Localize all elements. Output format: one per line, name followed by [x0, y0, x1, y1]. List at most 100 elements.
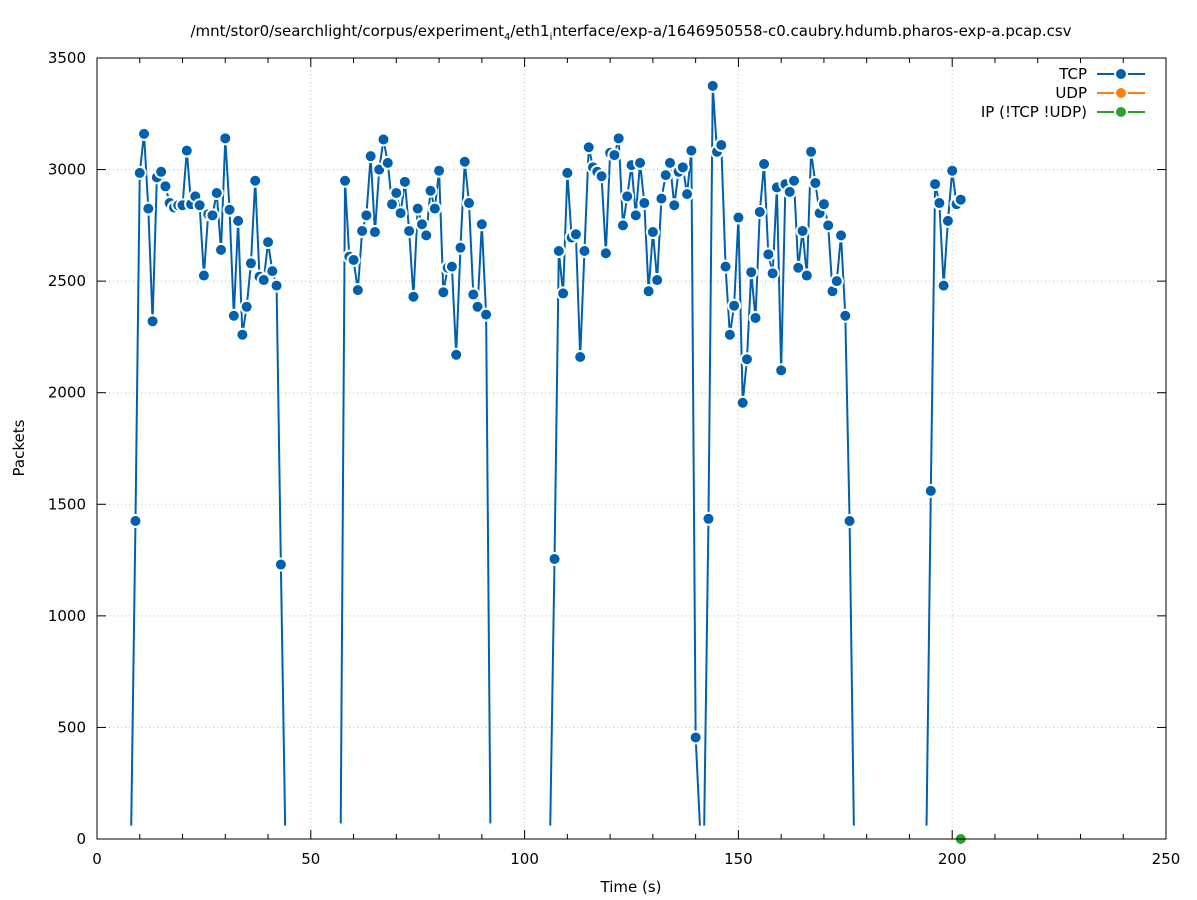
data-point	[686, 145, 697, 156]
data-point	[652, 275, 663, 286]
data-point	[575, 352, 586, 363]
plot-frame	[96, 57, 1167, 840]
data-point	[340, 175, 351, 186]
y-axis-label: Packets	[10, 419, 28, 476]
data-point	[429, 203, 440, 214]
data-point	[955, 194, 966, 205]
data-point	[382, 157, 393, 168]
data-point	[784, 186, 795, 197]
legend-marker	[1116, 88, 1126, 98]
data-point	[476, 219, 487, 230]
data-point	[412, 203, 423, 214]
x-tick-label: 0	[92, 850, 102, 868]
data-point	[245, 258, 256, 269]
data-point	[600, 248, 611, 259]
data-point	[143, 203, 154, 214]
data-point	[374, 164, 385, 175]
data-point	[647, 227, 658, 238]
data-point	[446, 261, 457, 272]
legend-label: IP (!TCP !UDP)	[981, 103, 1087, 121]
data-point	[776, 365, 787, 376]
data-point	[677, 162, 688, 173]
data-point	[455, 242, 466, 253]
data-point	[464, 198, 475, 209]
data-point	[468, 289, 479, 300]
series-line	[925, 169, 962, 826]
data-point	[425, 185, 436, 196]
data-point	[391, 188, 402, 198]
data-point	[767, 268, 778, 279]
data-point	[759, 158, 770, 169]
data-point	[583, 142, 594, 153]
data-point	[459, 156, 470, 167]
data-point	[831, 276, 842, 287]
data-point	[639, 198, 650, 209]
data-point	[211, 188, 222, 198]
data-point	[139, 128, 150, 139]
data-point	[408, 291, 419, 302]
data-point	[707, 80, 718, 91]
data-point	[793, 262, 804, 273]
y-tick-label: 500	[57, 718, 86, 736]
data-point	[160, 181, 171, 192]
y-tick-label: 2000	[48, 384, 86, 402]
data-point	[823, 220, 834, 231]
data-point	[934, 198, 945, 209]
legend-label: TCP	[1058, 65, 1087, 83]
data-point	[553, 246, 564, 257]
series-line	[703, 84, 855, 826]
x-tick-label: 250	[1152, 850, 1181, 868]
x-axis-label: Time (s)	[600, 878, 662, 896]
data-point	[643, 286, 654, 297]
data-point	[724, 329, 735, 340]
data-point	[237, 329, 248, 340]
data-point	[194, 200, 205, 211]
data-point	[570, 229, 581, 240]
data-point	[733, 212, 744, 223]
data-point	[181, 145, 192, 156]
series-line	[130, 132, 287, 826]
data-point	[250, 175, 261, 186]
data-point	[613, 133, 624, 144]
data-point	[596, 171, 607, 182]
y-tick-label: 2500	[48, 272, 86, 290]
data-point	[348, 254, 359, 265]
data-point	[938, 280, 949, 291]
data-point	[703, 513, 714, 524]
data-point	[207, 210, 218, 221]
data-point	[669, 200, 680, 211]
data-point	[720, 261, 731, 272]
data-point	[609, 150, 620, 161]
data-point	[451, 349, 462, 360]
data-point	[763, 249, 774, 260]
series-layer	[128, 78, 968, 846]
data-point	[361, 210, 372, 221]
data-point	[741, 354, 752, 365]
data-point	[754, 206, 765, 217]
data-point	[716, 140, 727, 151]
data-point	[258, 275, 269, 286]
axis-ticks: 0 50 100 150 200 2500500100015002000250030003…	[48, 49, 1181, 868]
x-tick-label: 150	[724, 850, 753, 868]
x-tick-label: 100	[510, 850, 539, 868]
data-point	[788, 175, 799, 186]
x-tick-label: 200	[938, 850, 967, 868]
data-point	[156, 166, 167, 177]
x-tick-label: 50	[301, 850, 320, 868]
legend-entry: IP (!TCP !UDP)	[981, 103, 1145, 121]
data-point	[682, 189, 693, 200]
legend-entry: TCP	[1058, 65, 1145, 83]
data-point	[942, 215, 953, 226]
data-point	[357, 225, 368, 236]
data-point	[233, 215, 244, 226]
data-point	[664, 157, 675, 168]
data-point	[224, 204, 235, 215]
y-tick-label: 1500	[48, 495, 86, 513]
data-point	[801, 270, 812, 281]
data-point	[635, 157, 646, 168]
data-point	[844, 516, 855, 527]
data-point	[275, 559, 286, 570]
data-point	[481, 309, 492, 320]
